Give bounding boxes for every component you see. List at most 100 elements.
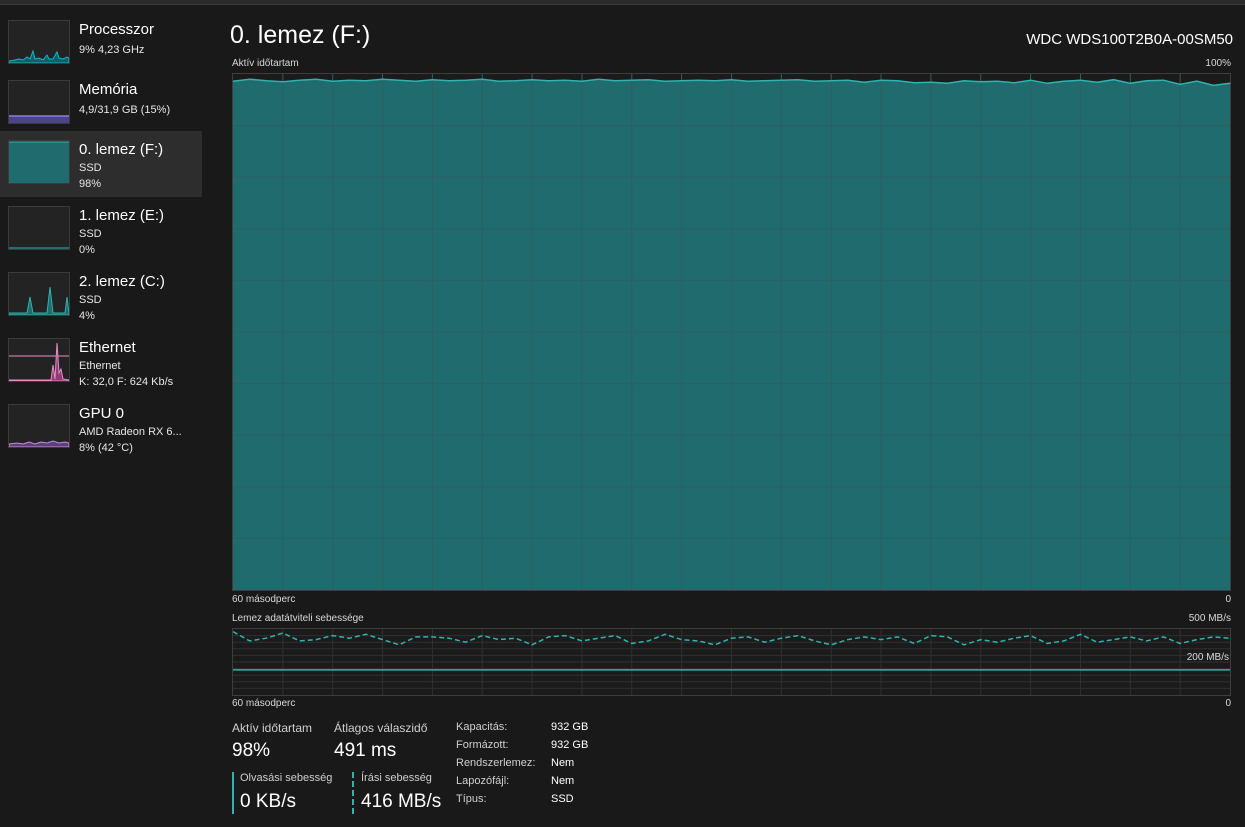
active-time-point [1113,79,1115,81]
active-time-point [880,79,882,81]
response-time-stat-label: Átlagos válaszidő [334,721,428,735]
write-speed-stat-value: 416 MB/s [361,791,442,812]
active-time-point [448,80,450,82]
active-time-point [963,80,965,82]
active-time-point [398,79,400,81]
sidebar-item-disk-0[interactable]: 0. lemez (F:) SSD 98% [0,131,202,197]
page-title: 0. lemez (F:) [230,21,371,49]
sidebar-item-detail: 4,9/31,9 GB (15%) [79,104,171,116]
sidebar-item-title: 2. lemez (C:) [79,273,165,290]
transfer-chart-zero-label: 0 [1225,698,1231,709]
sidebar-item-title: Processzor [79,21,155,38]
sidebar-item-adapter: Ethernet [79,360,121,372]
active-chart-max-label: 100% [1205,58,1231,69]
formatted-key: Formázott: [456,739,509,751]
sidebar-item-usage: 4% [79,310,95,322]
active-time-point [531,79,533,81]
ethernet-thumbnail-graph [8,338,70,382]
page-file-value: Nem [551,775,575,787]
sidebar: Processzor 9% 4,23 GHz Memória 4,9/31,9 … [0,5,202,827]
active-time-graph [232,73,1231,591]
read-speed-legend-bar [232,772,234,814]
sidebar-item-title: GPU 0 [79,405,125,422]
active-time-point [996,80,999,82]
active-time-point [681,80,683,82]
active-time-point [614,80,616,82]
active-time-point [1179,83,1181,85]
active-time-point [930,81,932,83]
system-disk-key: Rendszerlemez: [456,757,536,769]
active-time-point [780,79,783,81]
active-time-point [980,81,982,83]
system-disk-value: Nem [551,757,575,769]
sidebar-item-disk-2[interactable]: 2. lemez (C:) SSD 4% [0,263,202,329]
active-time-point [365,80,367,82]
sidebar-item-usage: 0% [79,244,95,256]
active-time-point [282,81,284,83]
active-time-point [1046,82,1048,84]
active-time-point [514,80,517,82]
sidebar-item-cpu[interactable]: Processzor 9% 4,23 GHz [0,11,202,77]
active-time-point [564,79,566,81]
sidebar-item-usage: 98% [79,178,102,190]
sidebar-item-gpu[interactable]: GPU 0 AMD Radeon RX 6... 8% (42 °C) [0,395,202,461]
active-time-point [1063,80,1065,82]
sidebar-item-type: SSD [79,228,102,240]
disk-0-thumbnail-graph [8,140,70,184]
memory-thumbnail-graph [8,80,70,124]
active-time-point [730,79,733,81]
active-time-point [598,78,600,80]
transfer-rate-graph [232,628,1231,696]
active-time-point [315,78,317,80]
sidebar-item-title: Memória [79,81,138,98]
active-time-point [249,78,251,80]
active-time-point [697,79,699,81]
active-time-point [714,80,716,82]
active-time-point [465,79,467,81]
active-time-point [298,79,301,81]
transfer-chart-label: Lemez adatátviteli sebessége [232,613,364,624]
active-time-point [814,80,816,82]
active-time-point [233,80,234,82]
active-time-point [498,80,500,82]
active-time-point [1129,82,1131,84]
active-time-point [797,79,799,81]
write-speed-legend-bar [352,772,354,814]
active-time-point [830,80,832,82]
gpu-thumbnail-graph [8,404,70,448]
active-time-point [647,79,649,81]
active-time-point [332,80,334,82]
sidebar-item-ethernet[interactable]: Ethernet Ethernet K: 32,0 F: 624 Kb/s [0,329,202,395]
active-time-stat-value: 98% [232,740,271,761]
page-file-key: Lapozófájl: [456,775,510,787]
active-time-point [431,79,433,81]
sidebar-item-title: Ethernet [79,339,136,356]
active-time-point [1146,80,1148,82]
type-value: SSD [551,793,574,805]
type-key: Típus: [456,793,487,805]
active-time-point [1013,82,1015,84]
sidebar-item-type: SSD [79,294,102,306]
sidebar-item-memory[interactable]: Memória 4,9/31,9 GB (15%) [0,71,202,137]
active-time-point [1096,81,1098,83]
sidebar-item-gpu-name: AMD Radeon RX 6... [79,426,182,438]
active-time-point [764,80,766,82]
active-time-point [1030,79,1032,81]
sidebar-item-usage: 8% (42 °C) [79,442,133,454]
read-speed-stat-value: 0 KB/s [240,791,296,812]
active-time-point [1079,79,1082,81]
active-time-point [847,79,849,81]
transfer-chart-max-label: 500 MB/s [1188,613,1231,624]
active-time-point [897,80,899,82]
active-time-point [1229,82,1231,84]
transfer-chart-time-label: 60 másodperc [232,698,296,709]
disk-2-thumbnail-graph [8,272,70,316]
sidebar-item-disk-1[interactable]: 1. lemez (E:) SSD 0% [0,197,202,263]
sidebar-item-title: 1. lemez (E:) [79,207,165,224]
write-speed-line [233,630,1231,646]
cpu-thumbnail-graph [8,20,70,64]
active-time-point [415,80,417,82]
response-time-stat-value: 491 ms [334,740,397,761]
active-time-point [863,81,866,83]
active-time-point [664,80,666,82]
